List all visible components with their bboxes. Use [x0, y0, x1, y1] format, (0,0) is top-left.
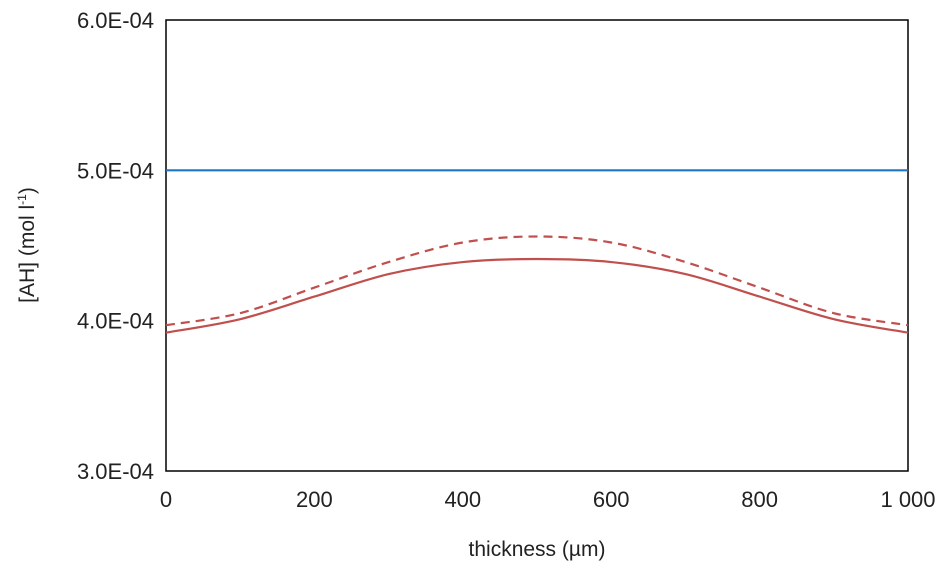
x-tick-label: 0: [160, 487, 172, 512]
x-tick-label: 1 000: [880, 487, 935, 512]
plot-frame: [165, 19, 909, 472]
y-tick-label: 5.0E-04: [77, 158, 154, 183]
y-axis-title-close: ): [16, 187, 39, 194]
y-axis-title: [AH] (mol l-1): [15, 187, 39, 303]
series-layer: [165, 169, 909, 334]
y-tick-labels: 3.0E-04 4.0E-04 5.0E-04 6.0E-04: [77, 8, 154, 484]
y-tick-label: 3.0E-04: [77, 459, 154, 484]
series-line-3: [165, 257, 909, 334]
x-tick-label: 800: [741, 487, 778, 512]
y-axis-title-main: [AH] (mol l: [16, 205, 39, 303]
y-tick-label: 6.0E-04: [77, 8, 154, 33]
y-tick-label: 4.0E-04: [77, 309, 154, 334]
series-line-2: [165, 235, 909, 327]
x-tick-label: 200: [296, 487, 333, 512]
y-axis-title-superscript: -1: [15, 194, 29, 205]
x-tick-label: 400: [444, 487, 481, 512]
x-tick-label: 600: [593, 487, 630, 512]
x-axis-title: thickness (µm): [469, 538, 606, 561]
x-tick-labels: 0 200 400 600 800 1 000: [160, 487, 936, 512]
